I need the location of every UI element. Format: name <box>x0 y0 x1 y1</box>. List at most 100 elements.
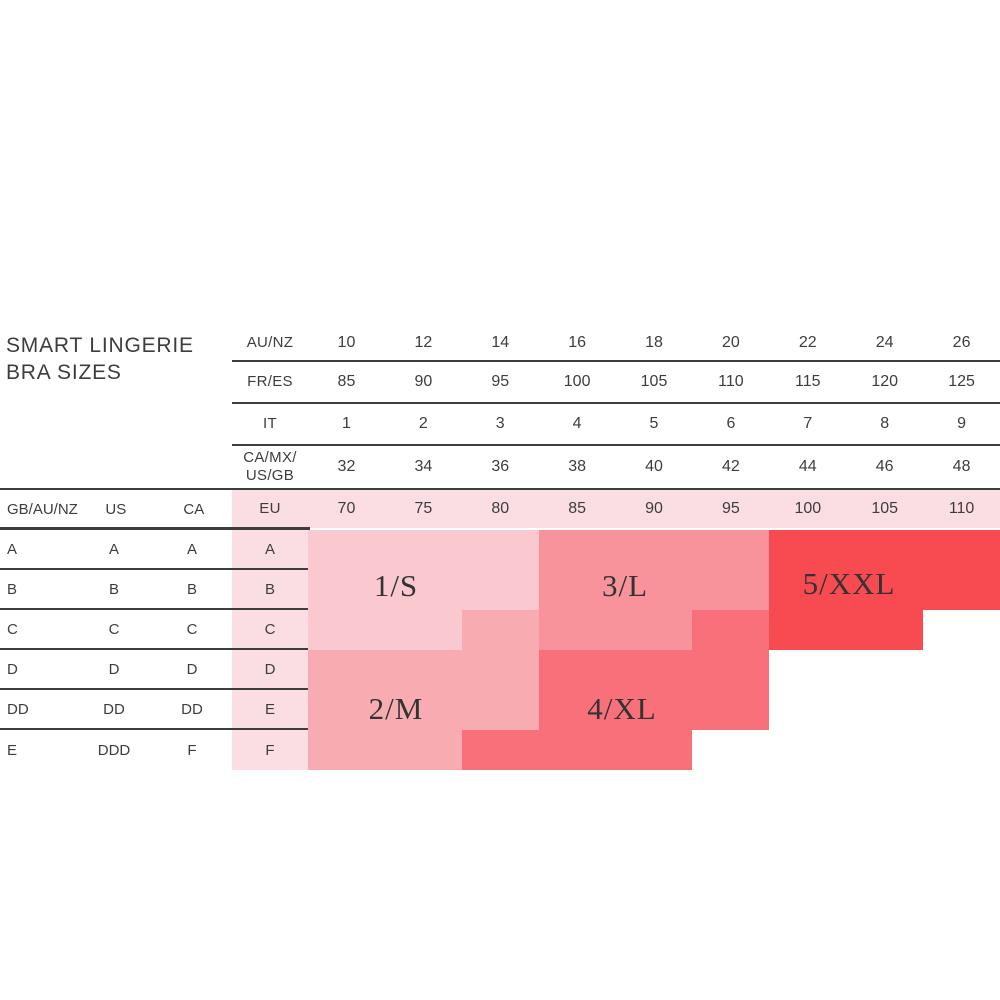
size-grid-cell-eu95-E <box>692 690 770 730</box>
cup-size-cell: D <box>186 660 198 678</box>
cup-size-cell: A <box>7 540 18 558</box>
size-grid-cell-eu110-B <box>923 570 1000 610</box>
band-size-value: 120 <box>871 373 899 390</box>
size-grid-cell-eu70-B <box>308 570 385 610</box>
band-size-value: 14 <box>491 334 510 351</box>
band-size-value: 85 <box>337 373 356 390</box>
band-size-value: 24 <box>875 334 894 351</box>
size-grid-cell-eu105-E <box>846 690 923 730</box>
band-size-value: 75 <box>414 500 433 517</box>
page-title: SMART LINGERIE BRA SIZES <box>6 334 194 384</box>
horizontal-rule-left <box>0 527 310 530</box>
band-size-value: 100 <box>563 373 591 390</box>
size-grid-cell-eu105-B <box>846 570 924 610</box>
cup-size-cell: C <box>108 620 120 638</box>
cup-size-cell: B <box>232 570 308 608</box>
band-size-value: 32 <box>337 458 356 475</box>
size-grid-cell-eu90-E <box>615 690 693 730</box>
band-size-value: 48 <box>952 458 971 475</box>
cup-size-cell: D <box>108 660 120 678</box>
size-grid-cell-eu75-F <box>384 730 462 770</box>
cup-size-cell: E <box>7 741 18 759</box>
band-row-eu: EU 70 75 80 85 90 95 100 105 110 <box>232 490 1000 528</box>
band-size-value: 44 <box>798 458 817 475</box>
band-row-fres: FR/ES 85 90 95 100 105 110 115 120 125 <box>232 362 1000 404</box>
size-grid-cell-eu100-F <box>769 730 846 770</box>
size-grid-cell-eu75-D <box>384 650 462 690</box>
cup-row-e: E DDD F F <box>0 730 310 770</box>
cup-size-cell: B <box>108 580 119 598</box>
band-row-it: IT 1 2 3 4 5 6 7 8 9 <box>232 404 1000 446</box>
size-grid-cell-eu105-C <box>846 610 924 650</box>
size-grid-cell-eu105-A <box>846 530 924 570</box>
band-size-value: 18 <box>645 334 663 351</box>
band-size-value: 20 <box>722 334 740 351</box>
size-grid-cell-eu105-D <box>846 650 923 690</box>
size-grid-cell-eu110-A <box>923 530 1000 570</box>
band-size-value: 38 <box>568 458 587 475</box>
size-grid-cell-eu70-D <box>308 650 385 690</box>
size-grid-cell-eu80-C <box>461 610 539 650</box>
band-size-value: 46 <box>875 458 894 475</box>
cup-size-cell: A <box>186 540 197 558</box>
band-size-value: 125 <box>948 373 975 390</box>
horizontal-rule-full <box>0 488 1000 490</box>
size-grid-cell-eu110-E <box>923 690 1000 730</box>
size-grid-cell-eu80-B <box>461 570 539 610</box>
size-grid-cell-eu80-F <box>461 730 539 770</box>
size-grid-cell-eu110-F <box>923 730 1000 770</box>
size-grid-cell-eu90-B <box>615 570 693 610</box>
band-values-eu: 70 75 80 85 90 95 100 105 110 <box>308 490 1000 528</box>
band-size-value: 115 <box>795 373 821 390</box>
band-size-value: 40 <box>645 458 663 475</box>
size-grid-cell-eu95-A <box>692 530 770 570</box>
band-size-value: 3 <box>495 415 505 432</box>
cup-size-cell: B <box>186 580 197 598</box>
size-grid-cell-eu75-E <box>384 690 462 730</box>
band-size-value: 16 <box>568 334 587 351</box>
size-grid-cell-eu70-F <box>308 730 385 770</box>
size-grid-cell-eu95-F <box>692 730 769 770</box>
region-label-2m: 2/M <box>368 691 424 726</box>
band-size-value: 85 <box>568 500 587 517</box>
band-size-value: 2 <box>418 415 428 432</box>
cup-header-ca: CA <box>183 500 205 518</box>
size-grid-cell-eu90-F <box>615 730 693 770</box>
band-size-value: 36 <box>491 458 510 475</box>
band-row-aunz: AU/NZ 10 12 14 16 18 20 22 24 26 <box>232 326 1000 362</box>
cup-size-cell: B <box>7 580 18 598</box>
cup-row-dd: DD DD DD E <box>0 690 310 730</box>
size-grid-cell-eu85-C <box>538 610 616 650</box>
band-label-eu: EU <box>259 500 281 517</box>
cup-size-cell: E <box>232 690 308 728</box>
cup-size-cell: A <box>108 540 119 558</box>
band-label-fres: FR/ES <box>247 373 293 390</box>
band-size-value: 1 <box>341 415 351 432</box>
band-size-value: 10 <box>337 334 356 351</box>
band-size-value: 34 <box>414 458 433 475</box>
band-size-value: 110 <box>718 373 744 390</box>
band-size-value: 6 <box>726 415 736 432</box>
band-size-value: 5 <box>649 415 659 432</box>
band-size-value: 4 <box>572 415 582 432</box>
size-grid-cell-eu110-C <box>923 610 1000 650</box>
band-label-aunz: AU/NZ <box>246 334 294 351</box>
band-size-value: 90 <box>414 373 433 390</box>
size-grid-cell-eu85-E <box>538 690 616 730</box>
band-size-value: 8 <box>880 415 890 432</box>
size-grid-cell-eu80-E <box>461 690 539 730</box>
cup-size-cell: F <box>187 741 197 759</box>
size-grid-cell-eu80-D <box>461 650 539 690</box>
band-size-value: 100 <box>794 500 822 517</box>
size-grid-cell-eu75-A <box>384 530 462 570</box>
band-size-value: 9 <box>957 415 967 432</box>
cup-header-us: US <box>105 500 127 518</box>
size-grid-cell-eu105-F <box>846 730 923 770</box>
band-size-value: 80 <box>491 500 510 517</box>
cup-size-cell: F <box>232 730 308 770</box>
cup-size-cell: A <box>232 530 308 568</box>
size-grid-cell-eu95-B <box>692 570 770 610</box>
size-grid-cell-eu110-D <box>923 650 1000 690</box>
